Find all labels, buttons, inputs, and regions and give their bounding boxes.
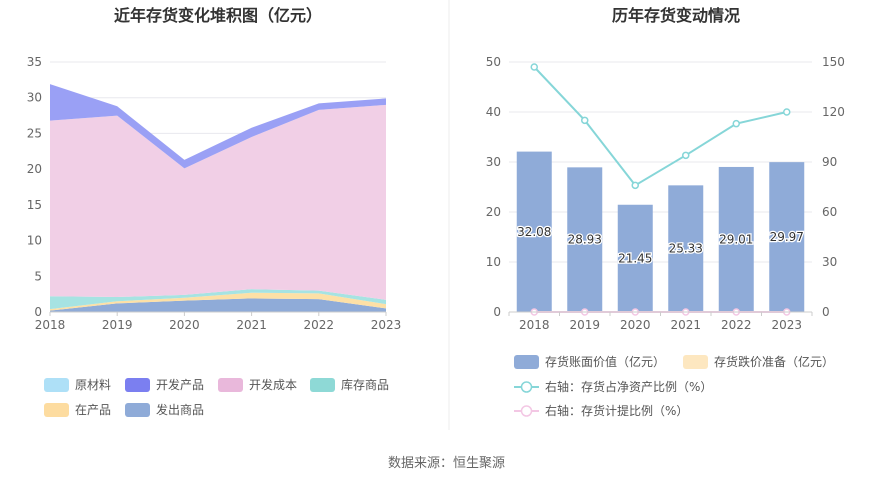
legend-marker: [520, 405, 533, 417]
legend-label-开发产品: 开发产品: [156, 377, 204, 392]
bar-2020: [617, 204, 653, 312]
bar-value-label: 28.93: [568, 233, 602, 247]
right-chart-left-y-tick-label: 30: [486, 155, 501, 169]
legend-label-开发成本: 开发成本: [249, 377, 297, 392]
right-chart-left-y-tick-label: 40: [486, 105, 501, 119]
right-chart-left-y-tick-label: 10: [486, 255, 501, 269]
legend-label: 存货跌价准备（亿元）: [714, 354, 834, 369]
right-chart-grid: [509, 61, 812, 313]
line-point: [631, 181, 639, 190]
line-series-右轴：存货占净资产比例（%）: [533, 66, 787, 187]
left-chart-y-ticks: 0 5 10 15 20 25 30 35: [27, 55, 42, 319]
right-chart-right-y-tick-label: 30: [822, 255, 837, 269]
left-chart-x-ticks: 2018 2019 2020 2021 2022 2023: [35, 311, 402, 332]
right-x-tick-label: 2019: [569, 318, 600, 332]
left-y-tick-label: 10: [27, 234, 42, 248]
bar-2021: [668, 185, 704, 312]
line-point: [581, 116, 589, 125]
right-chart-right-y-tick-label: 90: [822, 155, 837, 169]
right-x-tick-label: 2018: [519, 318, 550, 332]
legend-swatch-开发产品: [125, 378, 150, 392]
right-chart-x-ticks: 2018 2019 2020 2021 2022 2023: [508, 311, 813, 332]
bar-2022: [718, 166, 754, 312]
left-y-tick-label: 25: [27, 126, 42, 140]
right-x-tick-label: 2022: [721, 318, 752, 332]
legend-swatch-在产品: [44, 403, 69, 417]
left-x-tick-label: 2020: [169, 318, 200, 332]
legend-label-库存商品: 库存商品: [341, 377, 389, 392]
line-point: [732, 119, 740, 128]
legend-label-原材料: 原材料: [75, 378, 111, 392]
bar-value-label: 21.45: [618, 251, 652, 265]
bar-value-label: 25.33: [669, 242, 703, 256]
bar-value-label: 29.97: [770, 230, 804, 244]
right-chart-left-y-tick-label: 20: [486, 205, 501, 219]
area-series-在产品: [50, 292, 386, 311]
right-chart-right-y-tick-label: 0: [822, 305, 830, 319]
left-y-tick-label: 5: [34, 269, 42, 283]
area-series-发出商品: [50, 298, 386, 312]
right-x-tick-label: 2021: [670, 318, 701, 332]
legend-swatch-开发成本: [218, 378, 243, 392]
right-chart-right-y-tick-label: 150: [822, 55, 845, 69]
legend-swatch: [683, 355, 708, 369]
legend-label-在产品: 在产品: [75, 403, 111, 417]
legend-swatch-发出商品: [125, 403, 150, 417]
line-point: [682, 151, 690, 160]
right-chart-left-y-ticks: 0 10 20 30 40 50: [486, 55, 501, 319]
left-x-tick-label: 2022: [304, 318, 335, 332]
bar-value-label: 29.01: [719, 232, 753, 246]
area-series-库存商品: [50, 289, 386, 310]
legend-swatch-库存商品: [310, 378, 335, 392]
legend-label: 右轴：存货计提比例（%）: [545, 403, 688, 418]
area-series-开发成本: [50, 104, 386, 300]
right-chart-legend[interactable]: 存货账面价值（亿元） 存货跌价准备（亿元）右轴：存货占净资产比例（%） 右轴：存货计…: [514, 354, 834, 418]
legend-swatch-原材料: [44, 378, 69, 392]
right-x-tick-label: 2023: [771, 318, 802, 332]
left-chart: 近年存货变化堆积图（亿元） 0 5 10 15 20 25 30 35 2018 2019 202…: [27, 6, 402, 417]
left-x-tick-label: 2018: [35, 318, 66, 332]
right-chart-right-y-ticks: 0 30 60 90 120 150: [822, 55, 845, 319]
bar-2018: [516, 151, 552, 312]
data-source-label: 数据来源：恒生聚源: [387, 456, 505, 471]
left-y-tick-label: 35: [27, 55, 42, 69]
left-y-tick-label: 0: [34, 305, 42, 319]
legend-label: 右轴：存货占净资产比例（%）: [545, 379, 712, 394]
right-chart-right-y-tick-label: 60: [822, 205, 837, 219]
area-series-开发产品: [50, 84, 386, 169]
right-chart-title: 历年存货变动情况: [612, 6, 740, 25]
left-y-tick-label: 30: [27, 91, 42, 105]
right-chart-left-y-tick-label: 50: [486, 55, 501, 69]
left-x-tick-label: 2019: [102, 318, 133, 332]
legend-marker: [520, 381, 533, 393]
legend-label-发出商品: 发出商品: [156, 402, 204, 417]
right-chart-right-y-tick-label: 120: [822, 105, 845, 119]
line-point: [783, 108, 791, 116]
right-chart-bars: 32.08 28.93 21.45 25.33 29.01 29.97: [516, 151, 805, 312]
right-x-tick-label: 2020: [620, 318, 651, 332]
left-x-tick-label: 2021: [236, 318, 267, 332]
bar-value-label: 32.08: [517, 225, 551, 239]
left-y-tick-label: 15: [27, 198, 42, 212]
bar-2023: [769, 162, 805, 312]
left-y-tick-label: 20: [27, 162, 42, 176]
left-chart-title: 近年存货变化堆积图（亿元）: [114, 6, 322, 25]
left-chart-areas: [50, 84, 386, 312]
legend-swatch: [514, 355, 539, 369]
bar-2019: [567, 167, 603, 312]
left-x-tick-label: 2023: [371, 318, 402, 332]
right-chart: 历年存货变动情况 0 10 20 30 40 50 0 30 60 90 120 150 32.08…: [486, 6, 845, 418]
legend-label: 存货账面价值（亿元）: [545, 354, 665, 369]
line-point: [530, 63, 538, 71]
right-chart-left-y-tick-label: 0: [493, 305, 501, 319]
